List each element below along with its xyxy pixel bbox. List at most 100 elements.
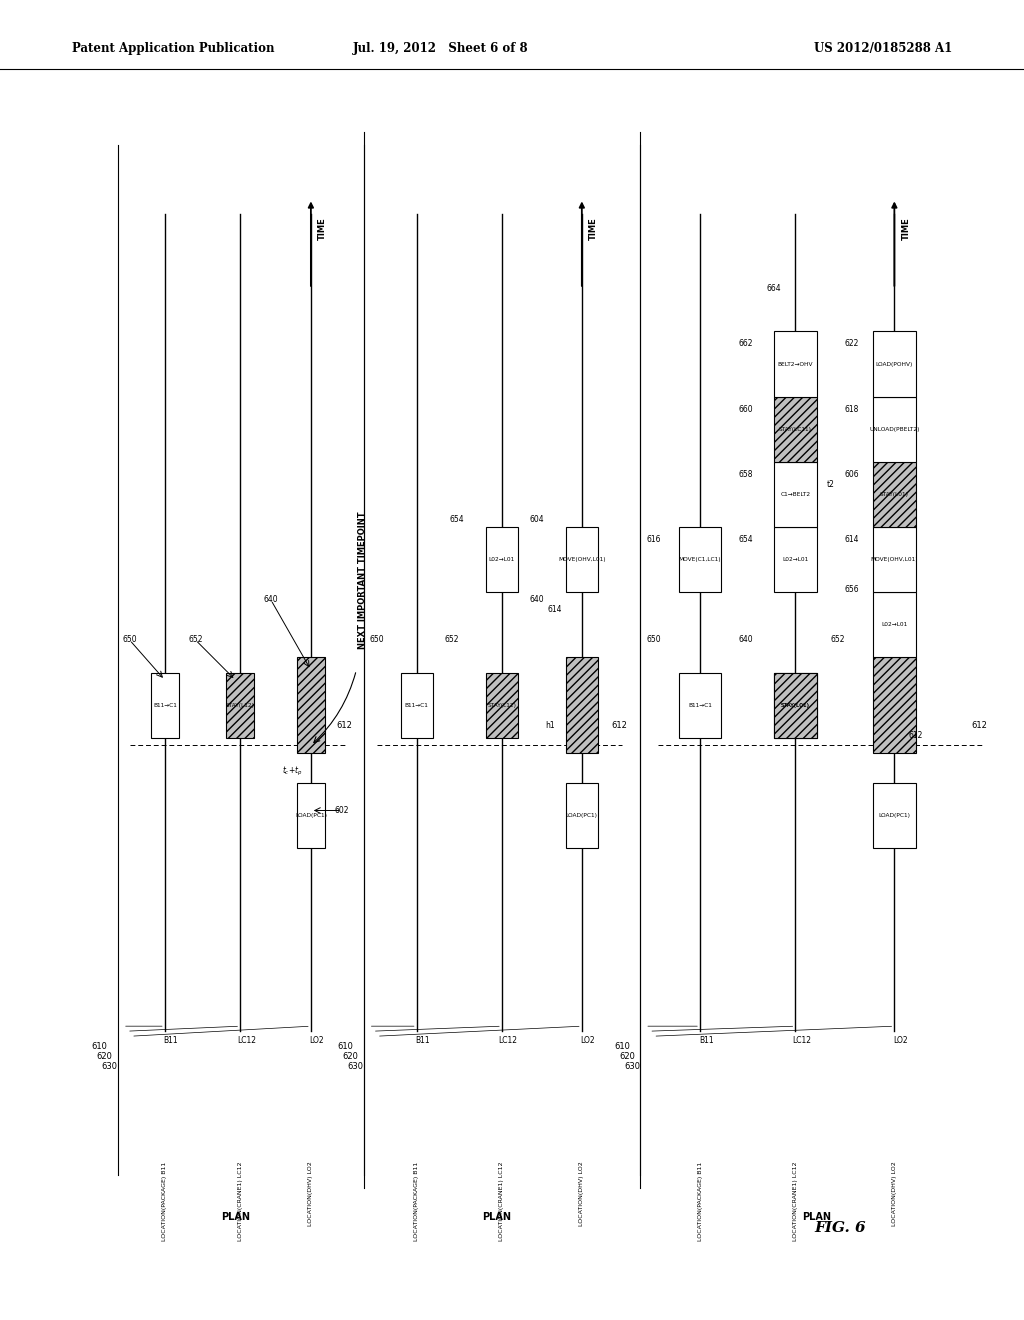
Text: 650: 650 xyxy=(122,635,137,644)
Text: 616: 616 xyxy=(647,535,662,544)
Text: 606: 606 xyxy=(845,470,859,479)
Text: LOCATION(CRANE1) LC12: LOCATION(CRANE1) LC12 xyxy=(238,1162,243,1241)
Text: LOAD(PC1): LOAD(PC1) xyxy=(566,813,598,818)
Text: 604: 604 xyxy=(529,515,544,524)
Bar xyxy=(297,657,325,752)
Text: PLAN: PLAN xyxy=(221,1212,250,1222)
Bar xyxy=(873,527,915,593)
Bar xyxy=(400,673,433,738)
Text: 612: 612 xyxy=(336,721,352,730)
Text: 654: 654 xyxy=(450,515,464,524)
Text: 652: 652 xyxy=(188,635,203,644)
Bar xyxy=(226,673,254,738)
Text: L02→L01: L02→L01 xyxy=(782,557,809,562)
Text: TIME: TIME xyxy=(318,218,327,240)
Text: PLAN: PLAN xyxy=(802,1212,831,1222)
Text: LOCATION(PACKAGE) B11: LOCATION(PACKAGE) B11 xyxy=(697,1162,702,1241)
Text: LOAD(PC1): LOAD(PC1) xyxy=(879,813,910,818)
Text: PLAN: PLAN xyxy=(482,1212,511,1222)
Text: 660: 660 xyxy=(738,405,754,413)
Text: LOCATION(DHV) LO2: LOCATION(DHV) LO2 xyxy=(892,1162,897,1226)
Text: LOCATION(CRANE1) LC12: LOCATION(CRANE1) LC12 xyxy=(793,1162,798,1241)
Text: L02→L01: L02→L01 xyxy=(488,557,515,562)
Text: UNLOAD(PBELT2): UNLOAD(PBELT2) xyxy=(869,426,920,432)
Text: LOAD(POHV): LOAD(POHV) xyxy=(876,362,913,367)
Text: LOCATION(PACKAGE) B11: LOCATION(PACKAGE) B11 xyxy=(163,1162,167,1241)
Text: h1: h1 xyxy=(545,721,555,730)
Text: BELT2→OHV: BELT2→OHV xyxy=(777,362,813,367)
Text: LO2: LO2 xyxy=(581,1036,595,1045)
Text: 664: 664 xyxy=(767,284,781,293)
Bar xyxy=(297,783,325,849)
Text: 652: 652 xyxy=(830,635,845,644)
Text: 620: 620 xyxy=(618,1052,635,1061)
Text: LOCATION(DHV) LO2: LOCATION(DHV) LO2 xyxy=(580,1162,585,1226)
Text: MOVE(C1,LC1): MOVE(C1,LC1) xyxy=(679,557,721,562)
Text: 602: 602 xyxy=(334,807,349,814)
Text: STAY(L12): STAY(L12) xyxy=(487,702,516,708)
Text: MOVE(OHV,L01): MOVE(OHV,L01) xyxy=(870,557,919,562)
Text: 618: 618 xyxy=(845,405,859,413)
Text: C1→BELT2: C1→BELT2 xyxy=(780,492,811,496)
Text: 652: 652 xyxy=(444,635,459,644)
Text: $t_c$+$t_p$: $t_c$+$t_p$ xyxy=(282,766,302,779)
Text: FIG. 6: FIG. 6 xyxy=(814,1221,865,1234)
Text: STAY(L12): STAY(L12) xyxy=(225,702,255,708)
Bar xyxy=(774,397,817,462)
Text: 614: 614 xyxy=(548,606,562,614)
Bar xyxy=(873,593,915,657)
Text: 650: 650 xyxy=(370,635,384,644)
Text: B11: B11 xyxy=(164,1036,178,1045)
Bar xyxy=(679,673,721,738)
Text: t2: t2 xyxy=(826,480,835,488)
Text: NEXT IMPORTANT TIMEPOINT: NEXT IMPORTANT TIMEPOINT xyxy=(358,511,368,648)
Text: B11→C1: B11→C1 xyxy=(153,702,177,708)
Text: LO2: LO2 xyxy=(893,1036,908,1045)
Bar xyxy=(774,673,817,738)
Text: 610: 610 xyxy=(613,1041,630,1051)
Text: Jul. 19, 2012   Sheet 6 of 8: Jul. 19, 2012 Sheet 6 of 8 xyxy=(352,42,528,55)
Text: LC12: LC12 xyxy=(499,1036,517,1045)
Bar xyxy=(873,657,915,752)
Bar xyxy=(566,527,598,593)
Bar xyxy=(566,657,598,752)
Text: L02→L01: L02→L01 xyxy=(882,623,907,627)
Bar xyxy=(873,783,915,849)
Bar xyxy=(566,783,598,849)
Bar xyxy=(679,527,721,593)
Text: 630: 630 xyxy=(101,1061,118,1071)
Text: LC12: LC12 xyxy=(793,1036,811,1045)
Bar xyxy=(774,462,817,527)
Text: 620: 620 xyxy=(342,1052,358,1061)
Bar xyxy=(873,397,915,462)
Text: 640: 640 xyxy=(263,595,279,605)
Text: STAY(L01): STAY(L01) xyxy=(781,702,810,708)
Bar xyxy=(486,527,518,593)
Bar xyxy=(486,673,518,738)
Text: 612: 612 xyxy=(611,721,627,730)
Text: B11: B11 xyxy=(416,1036,430,1045)
Text: 610: 610 xyxy=(91,1041,108,1051)
Text: B11→C1: B11→C1 xyxy=(404,702,429,708)
Text: 640: 640 xyxy=(529,595,544,605)
Text: B11→C1: B11→C1 xyxy=(688,702,712,708)
Bar xyxy=(774,331,817,396)
Text: 662: 662 xyxy=(738,339,754,348)
Text: 614: 614 xyxy=(845,535,859,544)
Text: 658: 658 xyxy=(738,470,754,479)
Text: Patent Application Publication: Patent Application Publication xyxy=(72,42,274,55)
Text: LOAD(PC1): LOAD(PC1) xyxy=(295,813,327,818)
Bar xyxy=(873,331,915,396)
Text: TIME: TIME xyxy=(901,218,910,240)
Text: STAY(L01): STAY(L01) xyxy=(880,492,909,496)
Text: 654: 654 xyxy=(738,535,754,544)
Text: STAY(L01): STAY(L01) xyxy=(781,702,810,708)
Text: 630: 630 xyxy=(347,1061,364,1071)
Text: STAY(LC11): STAY(LC11) xyxy=(779,426,812,432)
Text: 656: 656 xyxy=(845,585,859,594)
Text: 640: 640 xyxy=(738,635,754,644)
Text: LOCATION(CRANE1) LC12: LOCATION(CRANE1) LC12 xyxy=(500,1162,505,1241)
Text: LOCATION(DHV) LO2: LOCATION(DHV) LO2 xyxy=(308,1162,313,1226)
Bar xyxy=(151,673,179,738)
Text: MOVE(OHV,L01): MOVE(OHV,L01) xyxy=(558,557,605,562)
